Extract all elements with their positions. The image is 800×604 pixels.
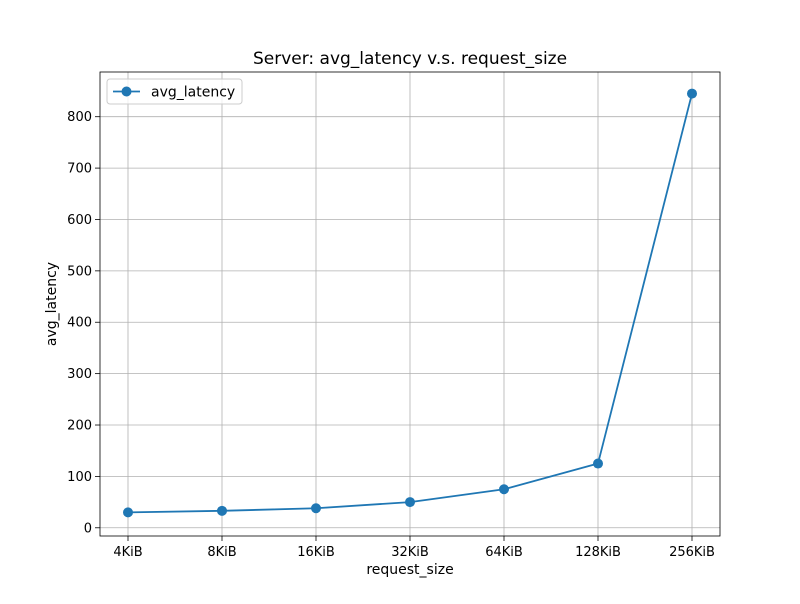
y-tick-label: 200	[67, 419, 92, 434]
data-point	[687, 88, 697, 99]
data-point	[217, 505, 227, 516]
x-tick-label: 128KiB	[575, 545, 621, 560]
axis-ticks: 4KiB 8KiB 16KiB 32KiB 64KiB 128KiB 256KiB 0 100 2…	[67, 110, 715, 560]
y-tick-label: 0	[84, 521, 92, 536]
data-point	[499, 484, 509, 495]
y-tick-label: 700	[67, 162, 92, 177]
x-axis-label: request_size	[366, 562, 453, 578]
plot-area-frame	[99, 71, 721, 537]
data-point	[311, 503, 321, 514]
y-tick-label: 100	[67, 470, 92, 485]
grid	[100, 72, 720, 536]
x-tick-label: 64KiB	[485, 545, 523, 560]
y-axis-label: avg_latency	[44, 262, 60, 346]
x-tick-label: 32KiB	[391, 545, 429, 560]
data-point	[405, 497, 415, 508]
legend: avg_latency	[106, 78, 243, 105]
x-tick-label: 16KiB	[297, 545, 335, 560]
x-tick-label: 8KiB	[207, 545, 236, 560]
legend-series-label: avg_latency	[151, 85, 235, 101]
y-tick-label: 600	[67, 213, 92, 228]
data-point	[123, 507, 133, 518]
legend-series-marker	[121, 86, 132, 97]
y-tick-label: 400	[67, 316, 92, 331]
chart-title: Server: avg_latency v.s. request_size	[253, 49, 567, 69]
y-tick-label: 800	[67, 110, 92, 125]
y-tick-label: 500	[67, 264, 92, 279]
series-group	[123, 88, 697, 518]
x-tick-label: 4KiB	[113, 545, 142, 560]
x-tick-label: 256KiB	[669, 545, 715, 560]
legend-box	[106, 78, 243, 105]
data-point	[593, 458, 603, 469]
y-tick-label: 300	[67, 367, 92, 382]
